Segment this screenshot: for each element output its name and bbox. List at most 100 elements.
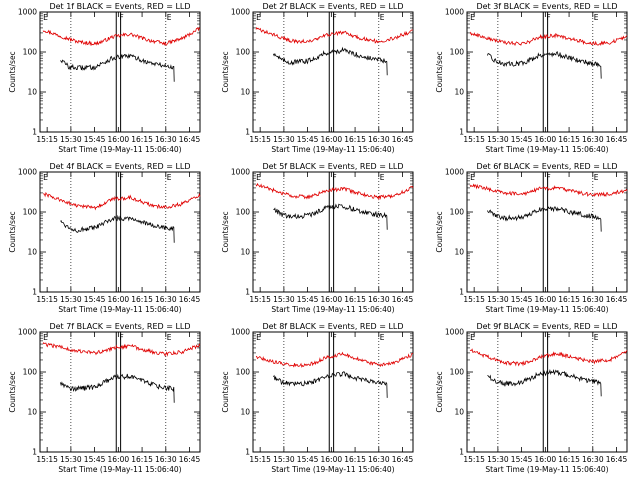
x-axis-label: Start Time (19-May-11 15:06:40): [272, 465, 395, 474]
marker-label-e: E: [43, 333, 48, 342]
y-axis-label: Counts/sec: [8, 371, 17, 412]
x-tick-label: 15:15: [463, 455, 485, 464]
series-events-line: [60, 53, 175, 82]
y-tick-label: 100: [23, 368, 38, 377]
detector-panel-7: Det 7f BLACK = Events, RED = LLD 1 10 100 10…: [8, 322, 201, 474]
series-events-line: [486, 368, 602, 397]
series-lld-line: [256, 351, 414, 368]
x-tick-label: 16:00: [321, 295, 343, 304]
x-tick-label: 15:30: [487, 455, 509, 464]
y-tick-label: 1000: [445, 168, 464, 177]
x-tick-label: 15:30: [60, 455, 82, 464]
x-tick-label: 16:15: [558, 455, 580, 464]
x-tick-label: 15:45: [84, 455, 106, 464]
x-tick-label: 16:30: [155, 455, 177, 464]
x-axis-label: Start Time (19-May-11 15:06:40): [58, 305, 181, 314]
marker-label-e: E: [380, 13, 385, 22]
y-tick-label: 1000: [231, 328, 250, 337]
x-axis-label: Start Time (19-May-11 15:06:40): [485, 305, 608, 314]
panel-title: Det 1f BLACK = Events, RED = LLD: [49, 2, 190, 11]
y-tick-label: 10: [241, 248, 251, 257]
y-tick-label: 1000: [445, 328, 464, 337]
x-tick-label: 15:45: [297, 135, 319, 144]
series-events-line: [60, 373, 175, 403]
x-tick-label: 15:15: [250, 295, 272, 304]
plot-frame: [252, 11, 414, 133]
plot-frame: [252, 331, 414, 453]
y-tick-label: 1000: [18, 328, 37, 337]
panel-title: Det 2f BLACK = Events, RED = LLD: [263, 2, 404, 11]
x-tick-label: 16:45: [179, 295, 201, 304]
x-tick-label: 15:45: [510, 135, 532, 144]
x-axis-label: Start Time (19-May-11 15:06:40): [272, 145, 395, 154]
x-tick-label: 16:45: [605, 135, 627, 144]
x-tick-label: 16:00: [321, 455, 343, 464]
x-axis-label: Start Time (19-May-11 15:06:40): [485, 465, 608, 474]
x-axis-label: Start Time (19-May-11 15:06:40): [58, 465, 181, 474]
x-axis-label: Start Time (19-May-11 15:06:40): [272, 305, 395, 314]
marker-label-f: F: [546, 13, 550, 22]
x-tick-label: 16:30: [155, 295, 177, 304]
panel-title: Det 4f BLACK = Events, RED = LLD: [49, 162, 190, 171]
marker-label-e: E: [593, 173, 598, 182]
x-tick-label: 16:45: [392, 135, 414, 144]
y-tick-label: 100: [236, 208, 251, 217]
marker-label-e: E: [380, 333, 385, 342]
marker-label-e: E: [43, 13, 48, 22]
series-events-line: [60, 214, 175, 243]
y-tick-label: 100: [236, 48, 251, 57]
x-tick-label: 15:30: [273, 455, 295, 464]
y-tick-label: 1: [32, 128, 37, 137]
y-tick-label: 1: [459, 288, 464, 297]
y-axis-label: Counts/sec: [221, 51, 230, 92]
marker-label-f: F: [546, 173, 550, 182]
y-tick-label: 1: [459, 448, 464, 457]
plot-frame: [39, 171, 201, 293]
y-tick-label: 100: [23, 208, 38, 217]
x-tick-label: 15:45: [297, 455, 319, 464]
y-tick-label: 10: [241, 408, 251, 417]
marker-label-e: E: [380, 173, 385, 182]
x-tick-label: 15:30: [273, 135, 295, 144]
x-tick-label: 16:15: [345, 455, 367, 464]
y-tick-label: 1000: [231, 168, 250, 177]
y-tick-label: 1: [32, 288, 37, 297]
y-tick-label: 1: [246, 128, 251, 137]
y-axis-label: Counts/sec: [8, 51, 17, 92]
detector-panel-8: Det 8f BLACK = Events, RED = LLD 1 10 100 10…: [221, 322, 414, 474]
panel-title: Det 3f BLACK = Events, RED = LLD: [476, 2, 617, 11]
y-tick-label: 10: [27, 248, 37, 257]
x-tick-label: 15:15: [250, 135, 272, 144]
plot-frame: [39, 11, 201, 133]
x-tick-label: 16:15: [558, 295, 580, 304]
y-tick-label: 100: [449, 368, 464, 377]
x-tick-label: 16:15: [131, 455, 153, 464]
series-lld-line: [42, 27, 201, 47]
series-events-line: [273, 46, 388, 76]
marker-label-e: E: [593, 13, 598, 22]
marker-label-e: E: [256, 333, 261, 342]
x-tick-label: 15:30: [60, 135, 82, 144]
detector-panel-9: Det 9f BLACK = Events, RED = LLD 1 10 100 10…: [435, 322, 628, 474]
x-tick-label: 15:15: [250, 455, 272, 464]
x-tick-label: 15:30: [487, 295, 509, 304]
marker-label-f: F: [333, 333, 337, 342]
x-tick-label: 15:45: [510, 295, 532, 304]
y-tick-label: 10: [27, 88, 37, 97]
x-tick-label: 15:15: [36, 295, 58, 304]
y-tick-label: 1000: [231, 8, 250, 17]
x-tick-label: 16:15: [345, 135, 367, 144]
series-events-line: [273, 371, 388, 398]
x-tick-label: 16:15: [131, 135, 153, 144]
x-tick-label: 15:30: [273, 295, 295, 304]
plot-frame: [39, 331, 201, 453]
y-tick-label: 1: [246, 448, 251, 457]
y-tick-label: 1: [459, 128, 464, 137]
y-axis-label: Counts/sec: [221, 371, 230, 412]
x-tick-label: 15:15: [463, 295, 485, 304]
detector-panel-6: Det 6f BLACK = Events, RED = LLD 1 10 100 10…: [435, 162, 628, 314]
x-tick-label: 16:15: [558, 135, 580, 144]
x-tick-label: 16:45: [392, 455, 414, 464]
marker-label-f: F: [119, 173, 123, 182]
